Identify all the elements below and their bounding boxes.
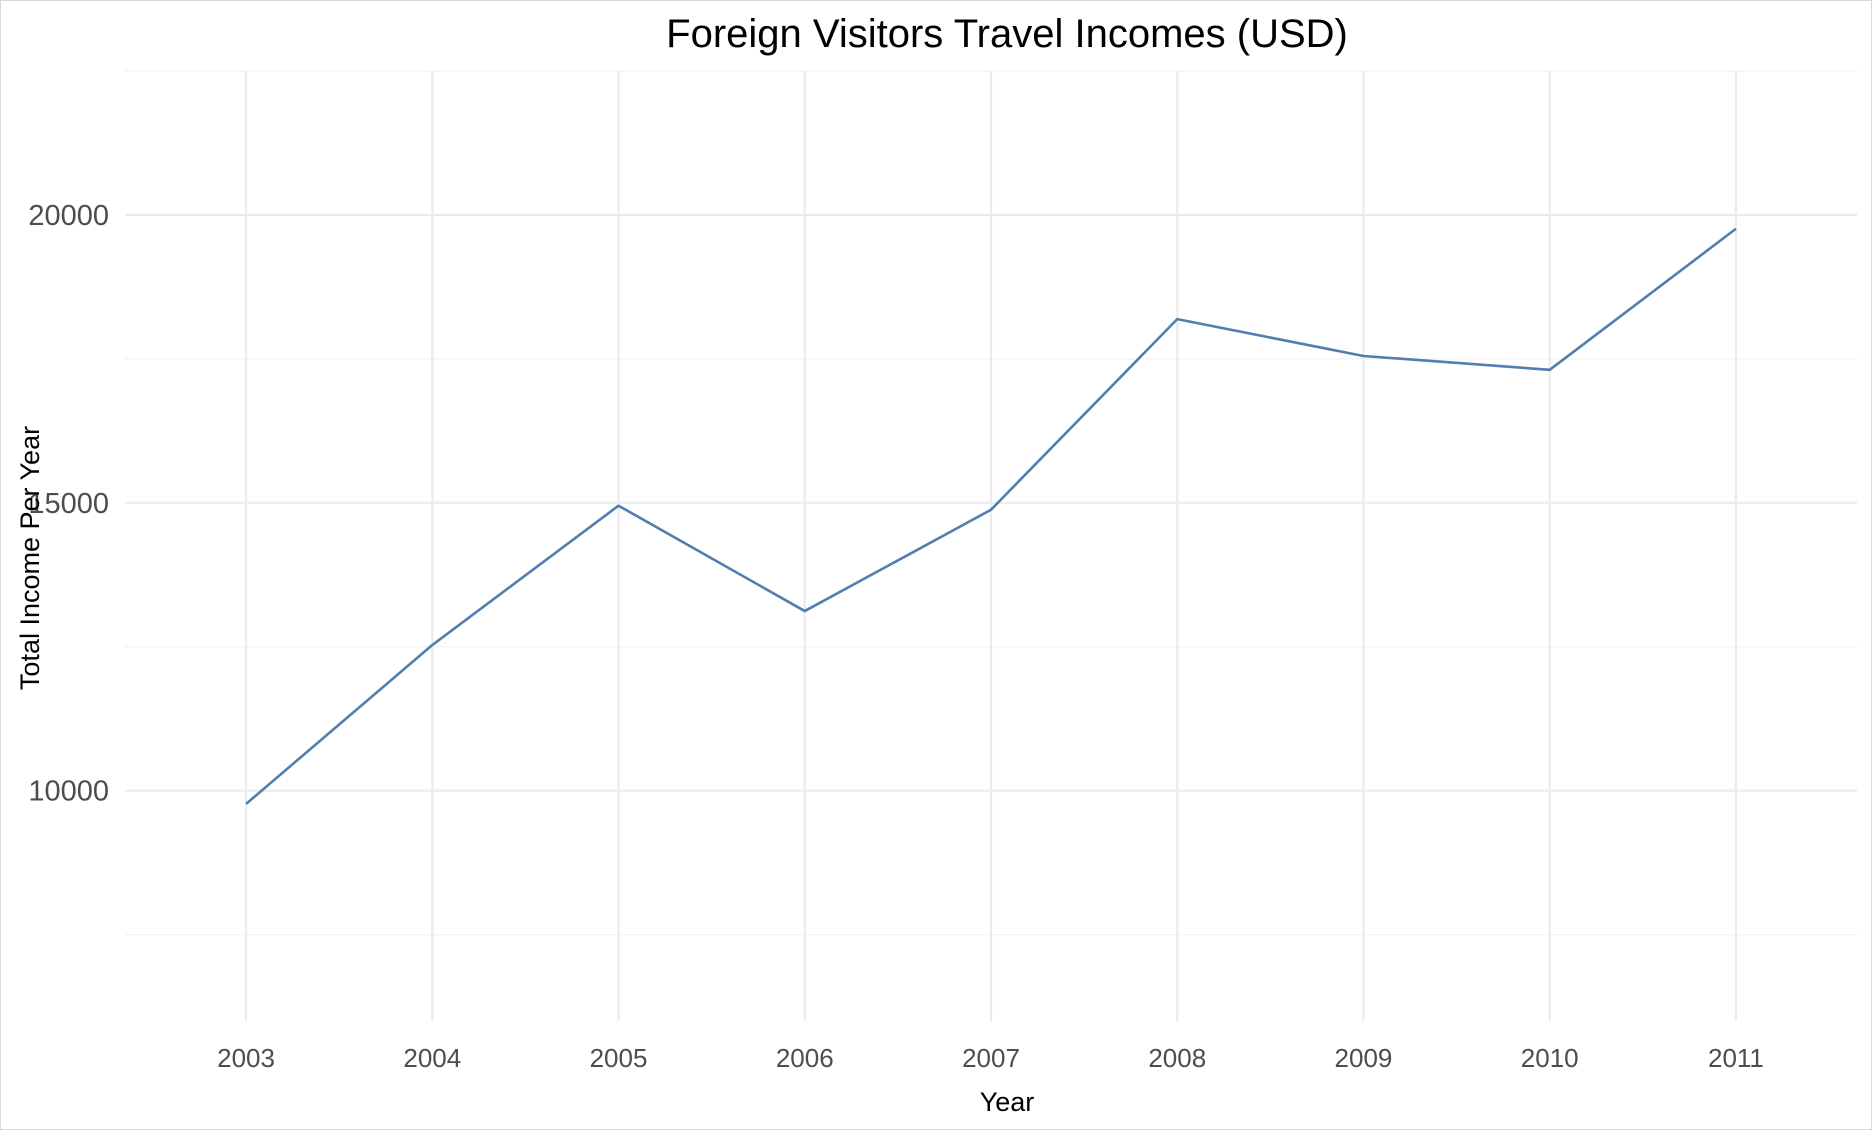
chart-title: Foreign Visitors Travel Incomes (USD) [666,12,1348,56]
tick-labels: 10000 15000 20000 2003 2004 2005 2006 2007 2008 2… [28,200,1764,1073]
x-tick-label: 2007 [962,1043,1020,1073]
x-tick-label: 2008 [1148,1043,1206,1073]
x-tick-label: 2004 [403,1043,461,1073]
x-tick-label: 2005 [590,1043,648,1073]
x-tick-label: 2011 [1708,1043,1764,1073]
x-tick-label: 2010 [1521,1043,1579,1073]
x-tick-label: 2003 [217,1043,275,1073]
x-tick-label: 2009 [1335,1043,1393,1073]
x-tick-label: 2006 [776,1043,834,1073]
series-line [245,227,1737,805]
y-tick-label: 15000 [28,488,109,520]
x-axis-title: Year [980,1087,1035,1117]
gridlines [125,70,1857,1021]
series-layer [245,227,1737,805]
y-tick-label: 10000 [28,776,109,808]
y-tick-label: 20000 [28,200,109,232]
y-axis-title: Total Income Per Year [15,426,45,690]
